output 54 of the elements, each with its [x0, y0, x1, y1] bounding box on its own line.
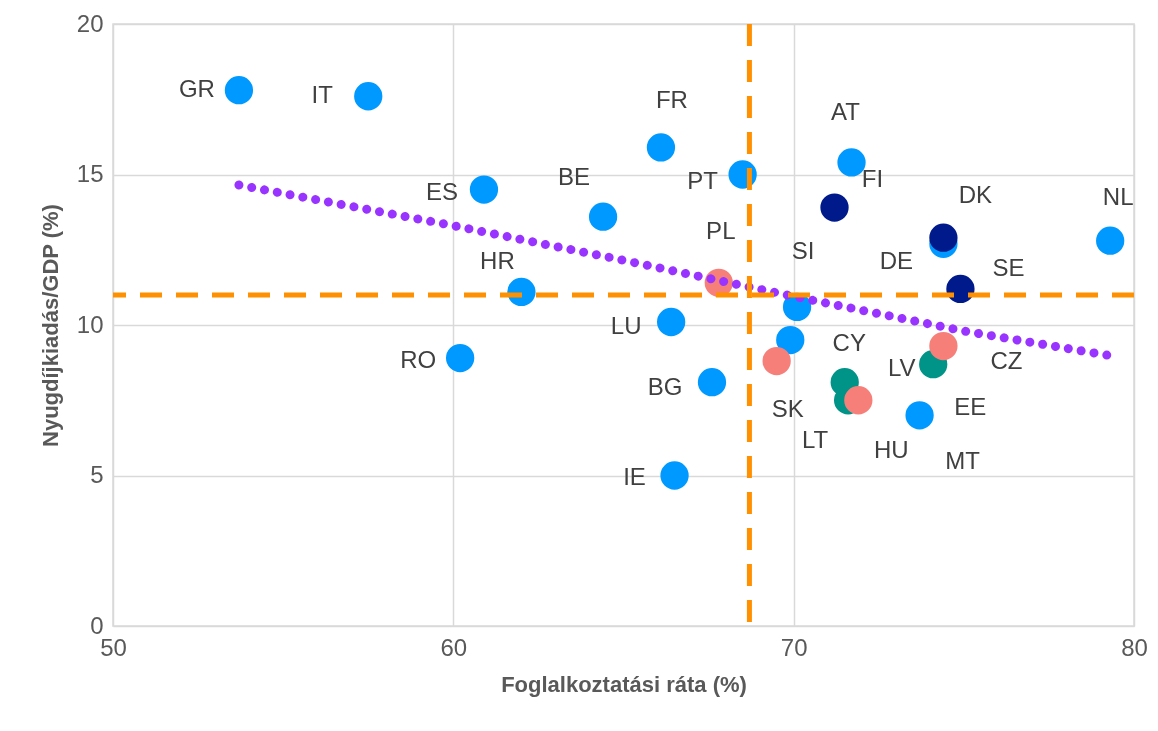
point	[657, 307, 686, 337]
point	[646, 133, 676, 162]
y-tick-label: 20	[76, 9, 104, 37]
point	[588, 202, 618, 231]
data-label: CY	[832, 329, 866, 357]
data-label: SE	[992, 253, 1025, 281]
data-label: LT	[802, 426, 829, 454]
point	[762, 347, 791, 376]
data-label: NL	[1102, 182, 1134, 210]
x-axis-title: Foglalkoztatási ráta (%)	[501, 671, 747, 697]
data-label: IE	[623, 462, 646, 490]
data-label: RO	[400, 346, 437, 374]
data-label: HR	[480, 246, 515, 274]
data-label: GR	[178, 75, 215, 103]
data-label: LU	[610, 311, 642, 339]
point	[905, 401, 934, 430]
data-label: PT	[687, 166, 719, 194]
data-label: CZ	[990, 347, 1023, 375]
data-label: BE	[558, 162, 591, 190]
data-label: EE	[954, 393, 987, 421]
point	[660, 461, 689, 490]
data-label: DE	[879, 246, 914, 274]
y-tick-label: 5	[90, 461, 104, 488]
point	[1096, 226, 1125, 255]
point	[469, 175, 499, 204]
y-tick-label: 10	[76, 310, 104, 338]
data-label: LV	[887, 354, 916, 382]
x-tick-label: 60	[440, 633, 468, 661]
data-label: SK	[771, 395, 804, 423]
point	[224, 76, 254, 105]
data-label: DK	[958, 180, 993, 208]
y-axis-title: Nyugdíjkiadás/GDP (%)	[37, 204, 63, 447]
data-label: BG	[647, 373, 683, 401]
data-label: MT	[945, 447, 981, 475]
x-tick-label: 80	[1121, 633, 1148, 661]
data-label: ES	[425, 177, 458, 205]
data-label: PL	[706, 216, 736, 244]
point	[946, 274, 975, 303]
point	[446, 344, 475, 373]
x-tick-label: 70	[780, 633, 808, 661]
point	[776, 325, 805, 355]
data-label: SI	[791, 236, 815, 264]
point	[354, 82, 383, 111]
point	[820, 193, 849, 222]
point	[697, 368, 727, 397]
data-label: IT	[311, 81, 334, 109]
point	[929, 223, 958, 252]
y-tick-label: 15	[76, 160, 104, 187]
data-label: FR	[655, 86, 688, 114]
data-label: HU	[873, 436, 909, 464]
point	[929, 331, 958, 361]
data-label: FI	[861, 164, 884, 192]
point	[844, 386, 873, 415]
data-label: AT	[831, 98, 861, 126]
